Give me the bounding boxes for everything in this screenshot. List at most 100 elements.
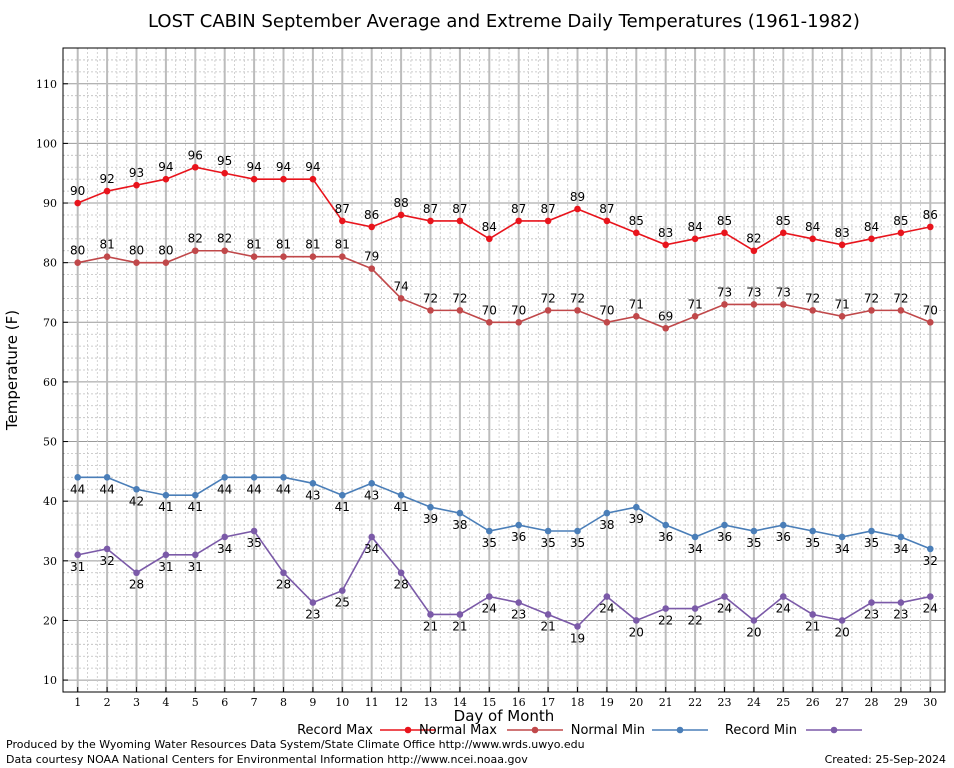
data-label: 32 bbox=[99, 554, 114, 568]
y-tick-label: 80 bbox=[43, 257, 57, 270]
data-label: 35 bbox=[540, 536, 555, 550]
data-label: 23 bbox=[305, 608, 320, 622]
x-tick-label: 16 bbox=[512, 696, 526, 709]
data-label: 38 bbox=[599, 518, 614, 532]
data-label: 89 bbox=[570, 190, 585, 204]
data-label: 80 bbox=[158, 244, 173, 258]
data-label: 36 bbox=[658, 530, 673, 544]
data-label: 82 bbox=[746, 232, 761, 246]
data-point bbox=[456, 509, 464, 517]
legend-marker bbox=[531, 726, 539, 734]
data-point bbox=[133, 485, 140, 493]
data-point bbox=[339, 587, 346, 594]
x-tick-label: 15 bbox=[482, 696, 496, 709]
data-point bbox=[897, 229, 905, 237]
y-tick-label: 100 bbox=[36, 137, 57, 150]
data-point bbox=[721, 229, 728, 237]
data-point bbox=[309, 599, 317, 606]
data-point bbox=[221, 533, 228, 541]
series-line bbox=[77, 476, 931, 550]
data-label: 39 bbox=[629, 512, 644, 526]
data-label: 71 bbox=[687, 297, 702, 311]
series-normal-max: 80 81 80 80 82 82 81 81 81 81 79 74 72 72 70 70 72 72 70 71… bbox=[70, 232, 938, 332]
data-point bbox=[368, 533, 376, 541]
data-point bbox=[368, 265, 376, 272]
series-line bbox=[77, 530, 931, 628]
data-label: 41 bbox=[188, 500, 203, 514]
grid bbox=[63, 47, 945, 693]
data-label: 71 bbox=[834, 297, 849, 311]
x-tick-label: 29 bbox=[894, 696, 908, 709]
data-point bbox=[280, 253, 287, 261]
data-point bbox=[486, 318, 493, 326]
data-point bbox=[309, 175, 317, 183]
data-label: 34 bbox=[893, 542, 908, 556]
data-point bbox=[544, 307, 552, 314]
data-label: 81 bbox=[246, 238, 261, 252]
data-point bbox=[574, 205, 581, 213]
data-point bbox=[544, 527, 552, 535]
legend-marker bbox=[676, 726, 684, 734]
data-point bbox=[927, 318, 934, 326]
data-point bbox=[103, 545, 111, 553]
data-label: 31 bbox=[158, 560, 173, 574]
data-label: 28 bbox=[129, 578, 144, 592]
data-point bbox=[662, 605, 669, 612]
legend: Record Max Normal Max Normal Min Record Min bbox=[297, 723, 862, 738]
data-point bbox=[74, 551, 81, 559]
x-tick-label: 17 bbox=[541, 696, 555, 709]
data-point bbox=[280, 175, 287, 183]
x-tick-label: 4 bbox=[162, 696, 169, 709]
x-tick-label: 3 bbox=[133, 696, 140, 709]
x-tick-label: 9 bbox=[309, 696, 316, 709]
data-point bbox=[250, 527, 258, 535]
x-tick-label: 21 bbox=[659, 696, 673, 709]
data-label: 87 bbox=[540, 202, 555, 216]
data-point bbox=[397, 491, 405, 499]
data-point bbox=[868, 307, 875, 314]
data-label: 34 bbox=[217, 542, 232, 556]
data-point bbox=[691, 605, 699, 612]
data-label: 21 bbox=[423, 619, 438, 633]
data-label: 35 bbox=[746, 536, 761, 550]
data-point bbox=[574, 527, 581, 535]
data-label: 85 bbox=[629, 214, 644, 228]
data-label: 34 bbox=[834, 542, 849, 556]
x-tick-label: 1 bbox=[74, 696, 81, 709]
legend-label: Record Max bbox=[297, 723, 373, 738]
data-label: 85 bbox=[717, 214, 732, 228]
data-point bbox=[486, 235, 493, 243]
x-tick-label: 19 bbox=[600, 696, 614, 709]
data-label: 81 bbox=[335, 238, 350, 252]
x-tick-label: 20 bbox=[629, 696, 643, 709]
x-tick-label: 25 bbox=[776, 696, 790, 709]
x-tick-label: 28 bbox=[865, 696, 879, 709]
data-label: 73 bbox=[746, 285, 761, 299]
data-label: 81 bbox=[276, 238, 291, 252]
legend-label: Normal Max bbox=[419, 723, 497, 738]
data-point bbox=[838, 617, 846, 624]
x-tick-label: 13 bbox=[424, 696, 438, 709]
data-label: 87 bbox=[452, 202, 467, 216]
data-point bbox=[544, 217, 552, 225]
data-label: 72 bbox=[805, 291, 820, 305]
data-label: 94 bbox=[246, 160, 261, 174]
data-point bbox=[74, 474, 81, 481]
data-label: 96 bbox=[188, 148, 203, 162]
data-label: 81 bbox=[305, 238, 320, 252]
data-point bbox=[662, 241, 669, 249]
data-label: 87 bbox=[511, 202, 526, 216]
data-point bbox=[927, 545, 934, 553]
x-tick-label: 18 bbox=[571, 696, 585, 709]
y-tick-label: 60 bbox=[43, 376, 57, 389]
data-point bbox=[809, 235, 816, 243]
y-tick-label: 50 bbox=[43, 436, 57, 449]
data-point bbox=[427, 307, 434, 314]
data-point bbox=[221, 247, 228, 255]
data-label: 43 bbox=[305, 488, 320, 502]
data-label: 34 bbox=[364, 542, 379, 556]
data-label: 44 bbox=[276, 482, 291, 496]
legend-label: Record Min bbox=[725, 723, 797, 738]
data-point bbox=[515, 217, 522, 225]
